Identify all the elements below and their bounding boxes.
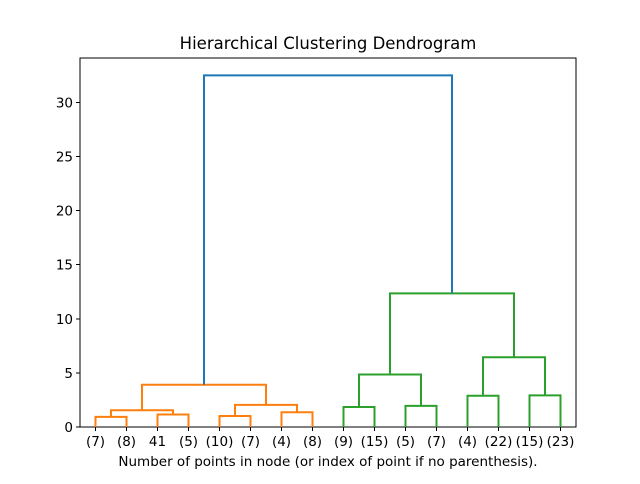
dendrogram-link: [358, 373, 422, 407]
x-tick-label: (8): [117, 434, 136, 450]
dendrogram-links: [94, 74, 562, 427]
dendrogram-link: [141, 383, 267, 411]
y-tick-label: 15: [56, 258, 73, 274]
dendrogram-link: [203, 74, 453, 385]
dendrogram-link: [466, 394, 500, 427]
x-tick-label: (8): [303, 434, 322, 450]
x-tick-label: (4): [272, 434, 291, 450]
x-tick-label: (15): [361, 434, 389, 450]
x-tick-label: (7): [241, 434, 260, 450]
x-tick-label: (9): [334, 434, 353, 450]
x-axis-label: Number of points in node (or index of po…: [118, 454, 537, 470]
x-tick-label: (22): [485, 434, 513, 450]
dendrogram-link: [342, 405, 376, 427]
x-tick-label: 41: [149, 434, 166, 450]
dendrogram-link: [218, 414, 252, 427]
dendrogram-link: [234, 403, 298, 416]
dendrogram-link: [280, 411, 314, 427]
dendrogram-link: [404, 404, 438, 427]
x-tick-label: (23): [547, 434, 575, 450]
x-axis: (7) (8) 41 (5) (10) (7) (4) (8) (9) (15) (5) (7) (4)…: [86, 427, 574, 450]
dendrogram-link: [389, 292, 515, 375]
x-tick-label: (5): [396, 434, 415, 450]
dendrogram-link: [482, 356, 546, 396]
dendrogram-link: [94, 415, 128, 427]
y-tick-label: 25: [56, 149, 73, 165]
chart-title: Hierarchical Clustering Dendrogram: [180, 34, 477, 53]
y-axis: 0 5 10 15 20 25 30: [56, 95, 80, 436]
y-tick-label: 5: [64, 366, 73, 382]
x-tick-label: (4): [458, 434, 477, 450]
y-tick-label: 10: [56, 312, 73, 328]
y-tick-label: 0: [64, 420, 73, 436]
y-tick-label: 20: [56, 204, 73, 220]
x-tick-label: (15): [516, 434, 544, 450]
x-tick-label: (7): [427, 434, 446, 450]
x-tick-label: (7): [86, 434, 105, 450]
dendrogram-link: [156, 413, 190, 427]
plot-border: [79, 57, 577, 428]
dendrogram-link: [528, 394, 562, 427]
x-tick-label: (5): [179, 434, 198, 450]
y-tick-label: 30: [56, 95, 73, 111]
x-tick-label: (10): [206, 434, 234, 450]
